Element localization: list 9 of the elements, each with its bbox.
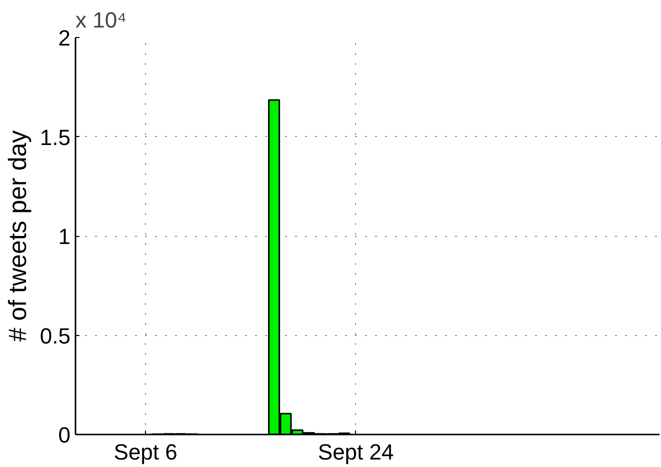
x-tick-label: Sept 6 (114, 440, 178, 464)
y-tick-label: 1 (58, 224, 71, 249)
y-tick-label: 0 (58, 422, 71, 448)
y-tick-label: 2 (58, 26, 71, 50)
y-tick-label: 0.5 (40, 323, 71, 348)
x-tick-label: Sept 24 (318, 440, 394, 464)
y-tick-label: 1.5 (40, 124, 71, 150)
y-axis-title: # of tweets per day (4, 130, 32, 342)
text: x 10⁴ (76, 8, 127, 32)
